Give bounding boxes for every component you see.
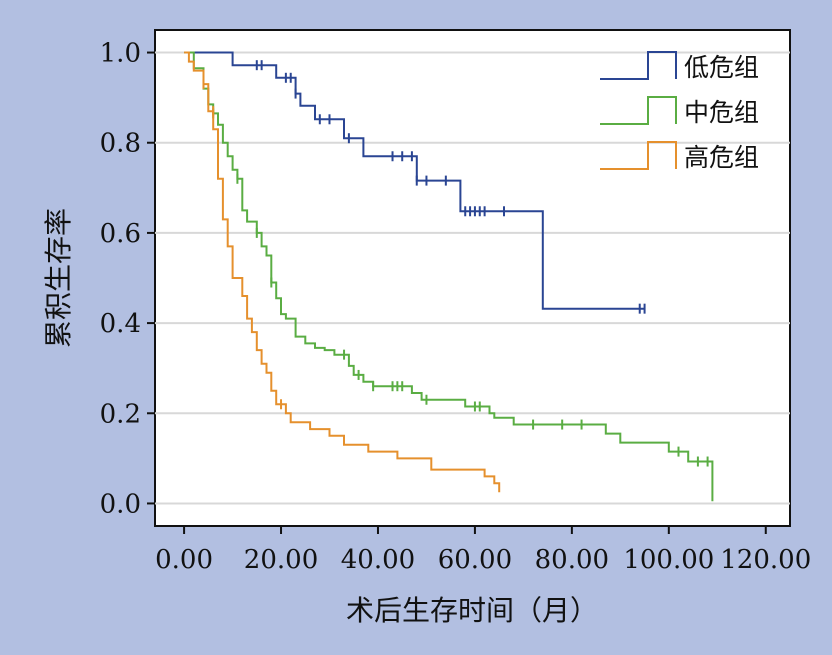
legend-label: 低危组	[684, 53, 759, 82]
series-1	[184, 51, 714, 502]
series-line	[184, 51, 501, 493]
series-layer	[184, 51, 714, 502]
y-axis: 0.0 0.2 0.4 0.6 0.8 1.0	[100, 39, 155, 519]
x-tick-label: 100.00	[623, 545, 714, 575]
x-axis: 0.00 20.00 40.00 60.00 80.00 100.00 120.00	[155, 526, 811, 575]
x-tick-label: 60.00	[438, 545, 512, 575]
legend-swatch	[600, 96, 677, 125]
y-tick-label: 0.8	[100, 129, 141, 159]
y-axis-title: 累积生存率	[42, 208, 75, 348]
series-0	[184, 51, 646, 314]
x-tick-label: 80.00	[535, 545, 609, 575]
x-axis-title: 术后生存时间（月）	[346, 594, 598, 627]
y-tick-label: 0.2	[100, 399, 141, 429]
legend-swatch	[600, 51, 677, 80]
legend-label: 中危组	[684, 98, 759, 127]
x-tick-label: 120.00	[720, 545, 811, 575]
grid-lines	[155, 51, 790, 505]
y-tick-label: 1.0	[100, 39, 141, 69]
legend-label: 高危组	[684, 143, 759, 172]
y-tick-label: 0.0	[100, 489, 141, 519]
plot-area	[154, 29, 791, 527]
series-line	[184, 51, 714, 502]
x-tick-label: 0.00	[155, 545, 213, 575]
legend-swatch	[600, 141, 677, 170]
y-tick-label: 0.6	[100, 219, 141, 249]
series-2	[184, 51, 501, 493]
y-tick-label: 0.4	[100, 309, 141, 339]
x-tick-label: 40.00	[341, 545, 415, 575]
x-tick-label: 20.00	[244, 545, 318, 575]
